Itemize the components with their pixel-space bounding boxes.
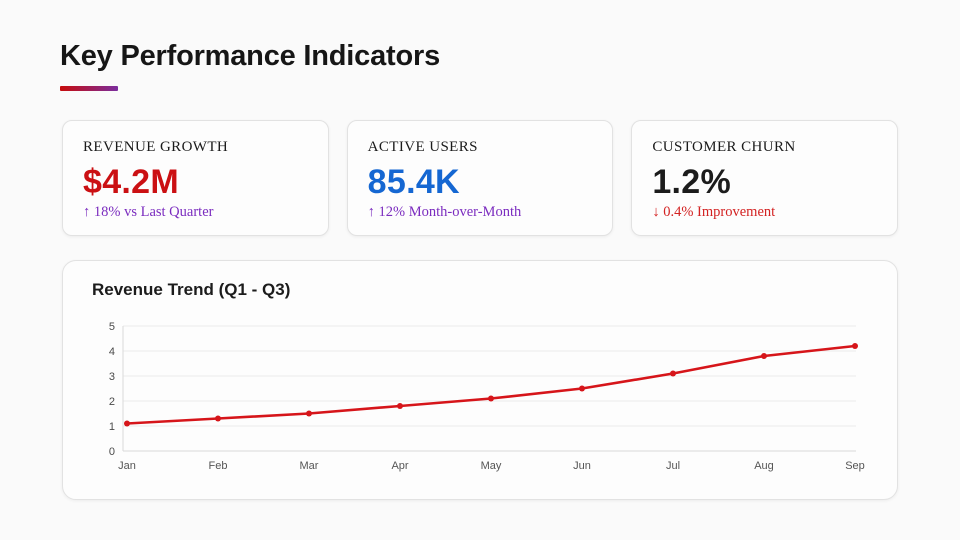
svg-text:Mar: Mar <box>300 460 319 472</box>
page-title: Key Performance Indicators <box>60 40 440 72</box>
svg-text:3: 3 <box>109 371 115 383</box>
kpi-change: ↓ 0.4% Improvement <box>652 204 776 220</box>
svg-text:1: 1 <box>109 421 115 433</box>
kpi-label: ACTIVE USERS <box>367 139 478 155</box>
svg-text:4: 4 <box>109 346 115 358</box>
svg-text:5: 5 <box>109 321 115 333</box>
kpi-label: REVENUE GROWTH <box>83 139 229 155</box>
header: Key Performance Indicators <box>0 0 960 91</box>
kpi-value: 1.2% <box>652 163 732 201</box>
svg-text:0: 0 <box>109 446 115 458</box>
svg-text:Sep: Sep <box>845 460 865 472</box>
revenue-trend-line-chart: 0 1 2 3 4 5 Jan Feb Mar Apr May Jun Jul Aug Sep <box>109 321 865 472</box>
svg-text:Apr: Apr <box>391 460 408 472</box>
svg-text:May: May <box>481 460 502 472</box>
kpi-change: ↑ 18% vs Last Quarter <box>83 204 214 220</box>
svg-text:2: 2 <box>109 396 115 408</box>
revenue-trend-chart-card: Revenue Trend (Q1 - Q3) 0 1 2 3 4 5 Jan Feb Mar A… <box>62 260 898 500</box>
kpi-label: CUSTOMER CHURN <box>652 139 796 155</box>
kpi-value: 85.4K <box>367 163 460 201</box>
title-accent-underline <box>60 86 118 91</box>
kpi-card-row: REVENUE GROWTH $4.2M ↑ 18% vs Last Quart… <box>62 120 899 236</box>
svg-text:Jan: Jan <box>118 460 136 472</box>
kpi-card-active-users: ACTIVE USERS 85.4K ↑ 12% Month-over-Mont… <box>346 120 614 236</box>
kpi-card-customer-churn: CUSTOMER CHURN 1.2% ↓ 0.4% Improvement <box>631 120 899 236</box>
chart-title: Revenue Trend (Q1 - Q3) <box>92 280 291 299</box>
svg-text:Aug: Aug <box>754 460 774 472</box>
svg-text:Jun: Jun <box>573 460 591 472</box>
kpi-card-revenue-growth: REVENUE GROWTH $4.2M ↑ 18% vs Last Quart… <box>62 120 329 236</box>
kpi-value: $4.2M <box>83 163 179 201</box>
svg-text:Jul: Jul <box>666 460 680 472</box>
kpi-change: ↑ 12% Month-over-Month <box>367 204 522 220</box>
svg-text:Feb: Feb <box>209 460 228 472</box>
